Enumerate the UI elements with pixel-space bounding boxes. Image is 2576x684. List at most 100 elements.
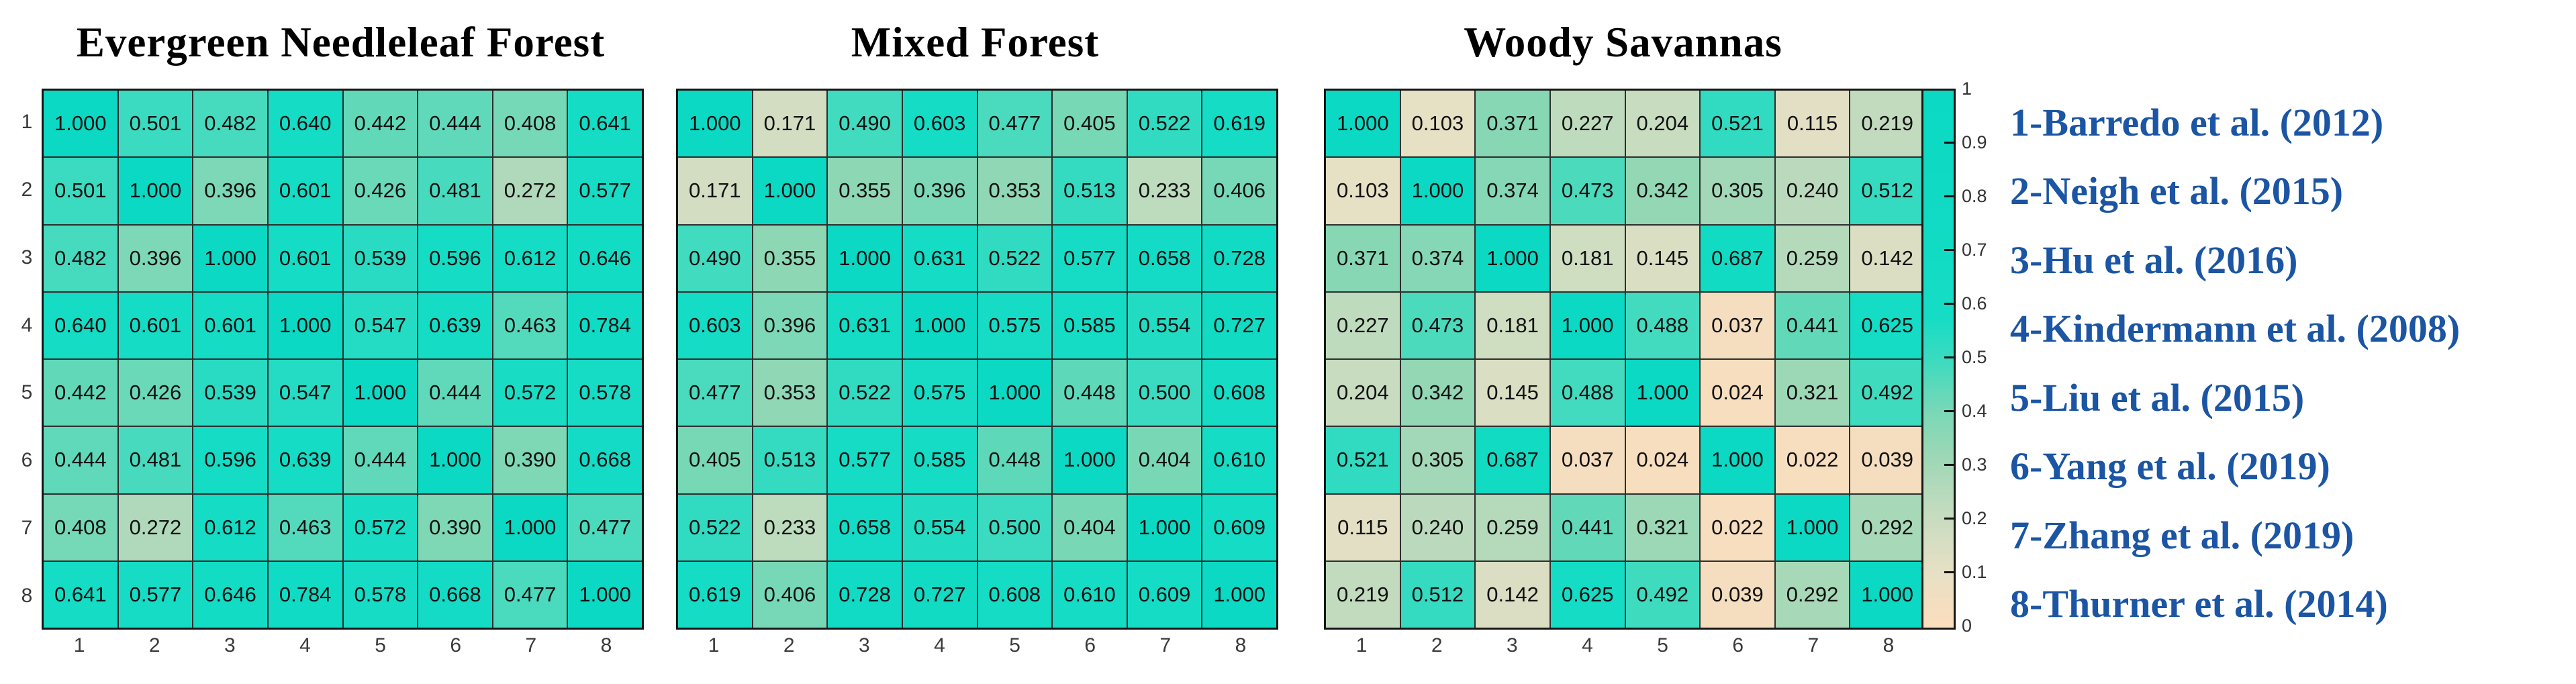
heatmap-cell: 0.404 <box>1053 494 1127 560</box>
heatmap-cell: 0.448 <box>1053 360 1127 426</box>
heatmap-cell: 0.292 <box>1775 561 1850 628</box>
heatmap-cell: 0.404 <box>1127 427 1202 493</box>
heatmap-cell: 0.488 <box>1625 292 1700 358</box>
heatmap-cell: 0.039 <box>1701 561 1774 628</box>
heatmap-cell: 0.522 <box>977 225 1052 291</box>
x-tick-label: 6 <box>450 634 462 656</box>
heatmap-cell: 0.728 <box>828 561 902 628</box>
colorbar-tick-mark <box>1944 302 1954 305</box>
heatmap-cell: 0.406 <box>753 561 827 628</box>
x-tick-label: 6 <box>1732 634 1744 656</box>
heatmap-cell: 0.609 <box>1202 494 1276 560</box>
heatmap-cell: 0.342 <box>1400 360 1475 426</box>
heatmap-grid-woody-savannas: 1.000 0.103 0.371 0.227 0.204 0.521 0.115 0.219… <box>1324 89 1926 630</box>
heatmap-cell: 0.292 <box>1850 494 1924 560</box>
heatmap-cell: 0.481 <box>118 427 193 493</box>
colorbar-tick-label: 0.7 <box>1962 240 1987 260</box>
y-tick-label: 5 <box>21 381 33 404</box>
heatmap-cell: 0.500 <box>1127 360 1202 426</box>
heatmap-cell: 0.585 <box>1053 292 1127 358</box>
heatmap-cell: 0.625 <box>1850 292 1924 358</box>
heatmap-cell: 0.355 <box>828 158 902 224</box>
heatmap-cell: 0.727 <box>902 561 977 628</box>
heatmap-cell: 1.000 <box>1053 427 1127 493</box>
heatmap-cell: 0.612 <box>493 225 567 291</box>
heatmap-cell: 0.240 <box>1775 158 1850 224</box>
heatmap-cell: 0.477 <box>678 360 752 426</box>
heatmap-cell: 0.490 <box>828 91 902 157</box>
legend-entry: 6-Yang et al. (2019) <box>2010 444 2330 489</box>
heatmap-cell: 0.490 <box>678 225 752 291</box>
heatmap-cell: 0.646 <box>193 561 267 628</box>
heatmap-cell: 0.492 <box>1625 561 1700 628</box>
heatmap-cell: 1.000 <box>418 427 492 493</box>
colorbar <box>1921 89 1956 630</box>
heatmap-cell: 0.233 <box>753 494 827 560</box>
heatmap-cell: 1.000 <box>1127 494 1202 560</box>
heatmap-cell: 0.625 <box>1550 561 1625 628</box>
heatmap-cell: 0.305 <box>1400 427 1475 493</box>
heatmap-cell: 0.024 <box>1701 360 1774 426</box>
heatmap-cell: 0.463 <box>493 292 567 358</box>
heatmap-cell: 1.000 <box>678 91 752 157</box>
heatmap-cell: 0.444 <box>418 360 492 426</box>
heatmap-cell: 0.640 <box>44 292 117 358</box>
heatmap-cell: 0.442 <box>44 360 117 426</box>
heatmap-cell: 0.473 <box>1400 292 1475 358</box>
legend-entry: 5-Liu et al. (2015) <box>2010 375 2305 420</box>
legend-entry: 2-Neigh et al. (2015) <box>2010 169 2344 213</box>
heatmap-cell: 1.000 <box>1476 225 1549 291</box>
heatmap-cell: 0.521 <box>1701 91 1774 157</box>
heatmap-cell: 0.687 <box>1476 427 1549 493</box>
heatmap-cell: 0.608 <box>1202 360 1276 426</box>
heatmap-cell: 0.022 <box>1775 427 1850 493</box>
heatmap-cell: 0.444 <box>44 427 117 493</box>
heatmap-cell: 0.481 <box>418 158 492 224</box>
heatmap-cell: 0.371 <box>1326 225 1400 291</box>
x-tick-label: 8 <box>600 634 612 656</box>
heatmap-cell: 0.728 <box>1202 225 1276 291</box>
heatmap-cell: 0.477 <box>977 91 1052 157</box>
heatmap-cell: 1.000 <box>343 360 418 426</box>
heatmap-cell: 0.639 <box>268 427 342 493</box>
colorbar-tick-mark <box>1944 141 1954 144</box>
x-tick-label: 5 <box>375 634 386 656</box>
colorbar-tick-mark <box>1944 463 1954 466</box>
heatmap-cell: 0.204 <box>1326 360 1400 426</box>
heatmap-cell: 0.171 <box>678 158 752 224</box>
heatmap-cell: 0.784 <box>568 292 642 358</box>
heatmap-cell: 0.204 <box>1625 91 1700 157</box>
heatmap-cell: 0.181 <box>1476 292 1549 358</box>
heatmap-cell: 0.601 <box>268 225 342 291</box>
heatmap-cell: 1.000 <box>828 225 902 291</box>
heatmap-cell: 0.572 <box>343 494 418 560</box>
heatmap-cell: 0.219 <box>1326 561 1400 628</box>
colorbar-tick-mark <box>1944 195 1954 197</box>
heatmap-cell: 1.000 <box>1625 360 1700 426</box>
x-tick-label: 5 <box>1657 634 1668 656</box>
heatmap-cell: 0.608 <box>977 561 1052 628</box>
heatmap-cell: 0.342 <box>1625 158 1700 224</box>
heatmap-cell: 0.353 <box>977 158 1052 224</box>
heatmap-cell: 1.000 <box>1400 158 1475 224</box>
heatmap-title-woody-savannas: Woody Savannas <box>1464 19 1782 66</box>
heatmap-cell: 0.575 <box>902 360 977 426</box>
colorbar-tick-label: 0.5 <box>1962 347 1987 367</box>
x-tick-label: 4 <box>934 634 945 656</box>
heatmap-cell: 0.668 <box>568 427 642 493</box>
heatmap-cell: 0.390 <box>418 494 492 560</box>
heatmap-cell: 0.142 <box>1850 225 1924 291</box>
y-tick-label: 7 <box>21 516 33 539</box>
heatmap-cell: 0.396 <box>753 292 827 358</box>
heatmap-cell: 0.512 <box>1400 561 1475 628</box>
y-tick-label: 3 <box>21 246 33 268</box>
heatmap-cell: 0.522 <box>678 494 752 560</box>
heatmap-cell: 1.000 <box>44 91 117 157</box>
heatmap-cell: 0.482 <box>193 91 267 157</box>
x-axis-tick-labels: 1 2 3 4 5 6 7 8 <box>42 632 644 659</box>
heatmap-cell: 0.631 <box>902 225 977 291</box>
heatmap-cell: 1.000 <box>902 292 977 358</box>
colorbar-tick-label: 1 <box>1962 79 1972 99</box>
heatmap-cell: 0.547 <box>343 292 418 358</box>
colorbar-tick-label: 0.1 <box>1962 562 1987 582</box>
